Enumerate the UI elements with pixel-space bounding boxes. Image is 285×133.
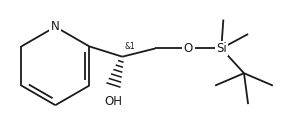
Text: Si: Si xyxy=(216,42,227,55)
Text: O: O xyxy=(184,42,193,55)
Text: OH: OH xyxy=(104,95,122,108)
Text: &1: &1 xyxy=(124,41,135,51)
Text: N: N xyxy=(51,20,60,33)
